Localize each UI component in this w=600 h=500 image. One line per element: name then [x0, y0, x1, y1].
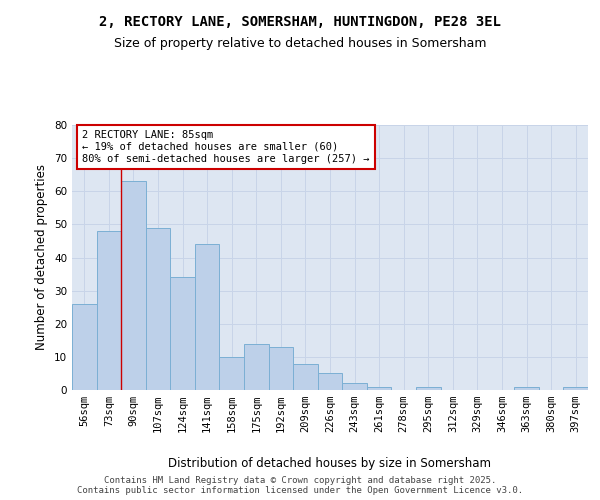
Bar: [563, 386, 588, 390]
Bar: [97, 231, 121, 390]
Bar: [367, 386, 391, 390]
Bar: [244, 344, 269, 390]
Text: Distribution of detached houses by size in Somersham: Distribution of detached houses by size …: [169, 458, 491, 470]
Text: Contains HM Land Registry data © Crown copyright and database right 2025.
Contai: Contains HM Land Registry data © Crown c…: [77, 476, 523, 495]
Bar: [170, 278, 195, 390]
Text: 2 RECTORY LANE: 85sqm
← 19% of detached houses are smaller (60)
80% of semi-deta: 2 RECTORY LANE: 85sqm ← 19% of detached …: [82, 130, 370, 164]
Bar: [416, 386, 440, 390]
Bar: [514, 386, 539, 390]
Bar: [342, 384, 367, 390]
Bar: [220, 357, 244, 390]
Bar: [318, 374, 342, 390]
Bar: [293, 364, 318, 390]
Text: Size of property relative to detached houses in Somersham: Size of property relative to detached ho…: [114, 38, 486, 51]
Text: 2, RECTORY LANE, SOMERSHAM, HUNTINGDON, PE28 3EL: 2, RECTORY LANE, SOMERSHAM, HUNTINGDON, …: [99, 15, 501, 29]
Bar: [195, 244, 220, 390]
Bar: [269, 347, 293, 390]
Bar: [121, 182, 146, 390]
Bar: [146, 228, 170, 390]
Y-axis label: Number of detached properties: Number of detached properties: [35, 164, 49, 350]
Bar: [72, 304, 97, 390]
